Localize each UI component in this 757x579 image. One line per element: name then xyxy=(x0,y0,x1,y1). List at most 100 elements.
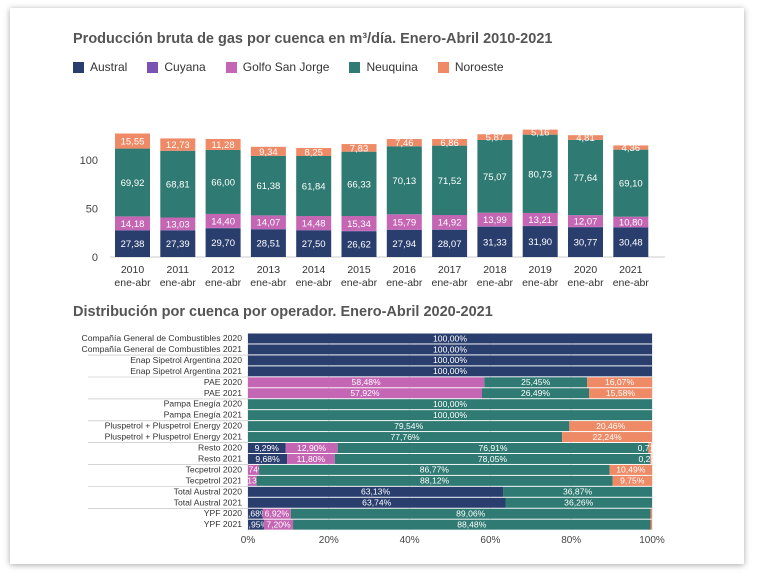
bar-segment-golfo-san-jorge xyxy=(248,475,257,486)
data-label: 2,74% xyxy=(241,465,266,475)
legend: Austral Cuyana Golfo San Jorge Neuquina Noro… xyxy=(73,59,524,75)
row-label: Pampa Enegía 2020 xyxy=(164,399,243,409)
x-tick-label: ene-abr xyxy=(250,277,287,289)
bar-segment-neuquina xyxy=(481,388,590,399)
data-label: 2,13% xyxy=(240,476,265,486)
bar-segment-austral xyxy=(248,508,263,519)
data-label: 6,86 xyxy=(440,138,459,149)
data-label: 71,52 xyxy=(438,176,462,187)
y-tick-label: 50 xyxy=(86,204,98,216)
bar-segment-neuquina xyxy=(296,156,332,216)
data-label: 13,99 xyxy=(483,215,507,226)
bar-segment-golfo-san-jorge xyxy=(115,216,150,231)
data-label: 12,90% xyxy=(297,443,327,453)
x-tick-label: ene-abr xyxy=(341,277,378,289)
bar-segment-noroeste xyxy=(650,508,652,519)
data-label: 0,71% xyxy=(638,443,663,453)
bar-segment-neuquina xyxy=(484,377,588,388)
data-label: 15,58% xyxy=(606,388,636,398)
bar-segment-neuquina xyxy=(250,155,286,216)
bar-segment-neuquina xyxy=(613,149,649,217)
bar-segment-neuquina xyxy=(248,432,563,443)
legend-label: Neuquina xyxy=(366,60,418,74)
bar-segment-austral xyxy=(248,355,652,366)
data-label: 100,00% xyxy=(433,333,467,343)
data-label: 30,77 xyxy=(574,238,598,249)
bar-segment-golfo-san-jorge xyxy=(341,216,377,231)
legend-swatch xyxy=(147,61,159,73)
bar-segment-austral xyxy=(432,229,468,257)
x-tick-label: ene-abr xyxy=(296,277,333,289)
data-label: 31,90 xyxy=(528,237,552,248)
row-label: Tecpetrol 2021 xyxy=(186,475,243,485)
row-label: PAE 2020 xyxy=(204,377,242,387)
data-label: 86,77% xyxy=(420,465,450,475)
bar-segment-austral xyxy=(248,366,652,377)
data-label: 70,13 xyxy=(392,176,416,187)
data-label: 8,25 xyxy=(304,148,323,159)
data-label: 66,33 xyxy=(347,179,371,190)
x-tick-label: 2016 xyxy=(393,264,417,276)
data-label: 25,45% xyxy=(521,377,551,387)
data-label: 61,38 xyxy=(257,181,281,192)
x-tick-label: ene-abr xyxy=(613,277,650,289)
data-label: 63,13% xyxy=(361,487,391,497)
data-label: 88,12% xyxy=(420,476,450,486)
bar-segment-austral xyxy=(115,230,150,257)
data-label: 100,00% xyxy=(433,366,467,376)
data-label: 26,49% xyxy=(521,388,551,398)
bar-segment-noroeste xyxy=(568,135,603,140)
bar-segment-neuquina xyxy=(293,519,651,530)
data-label: 11,80% xyxy=(297,454,326,464)
bar-segment-golfo-san-jorge xyxy=(263,519,294,530)
bar-segment-austral xyxy=(248,344,652,355)
bar-segment-golfo-san-jorge xyxy=(287,453,335,464)
bar-segment-golfo-san-jorge xyxy=(613,216,649,228)
bar-segment-neuquina xyxy=(160,150,196,218)
bar-segment-neuquina xyxy=(522,134,558,213)
data-label: 27,38 xyxy=(121,239,145,250)
bar-segment-noroeste xyxy=(612,475,652,486)
data-label: 61,84 xyxy=(302,181,326,192)
data-label: 11,28 xyxy=(212,140,235,151)
data-label: 14,18 xyxy=(121,219,145,230)
data-label: 27,94 xyxy=(392,239,416,250)
data-label: 9,75% xyxy=(620,476,645,486)
x-tick-label: 100% xyxy=(639,535,665,546)
bar-segment-neuquina xyxy=(568,139,603,216)
legend-swatch xyxy=(437,61,449,73)
data-label: 76,91% xyxy=(478,443,508,453)
data-label: 79,54% xyxy=(394,421,424,431)
data-label: 10,80 xyxy=(619,217,643,228)
row-label: Tecpetrol 2020 xyxy=(186,464,243,474)
bar-segment-neuquina xyxy=(205,149,241,214)
bar-segment-neuquina xyxy=(115,148,150,217)
bar-segment-austral xyxy=(613,227,649,257)
bar-segment-noroeste xyxy=(562,432,652,443)
bar-segment-noroeste xyxy=(296,148,332,157)
data-label: 9,29% xyxy=(255,443,280,453)
bar-segment-austral xyxy=(248,519,264,530)
x-tick-label: ene-abr xyxy=(160,277,197,289)
data-label: 100,00% xyxy=(433,399,467,409)
data-label: 69,92 xyxy=(121,178,145,189)
bar-segment-noroeste xyxy=(160,138,196,151)
data-label: 57,92% xyxy=(350,388,380,398)
bar-segment-golfo-san-jorge xyxy=(568,215,603,227)
bar-segment-neuquina xyxy=(334,453,651,464)
data-label: 5,16 xyxy=(531,128,550,139)
bar-segment-neuquina xyxy=(248,421,570,432)
bar-segment-golfo-san-jorge xyxy=(432,215,468,230)
bar-segment-noroeste xyxy=(205,138,241,150)
bar-segment-neuquina xyxy=(256,475,613,486)
x-tick-label: ene-abr xyxy=(114,277,151,289)
data-label: 77,64 xyxy=(574,173,598,184)
x-tick-label: ene-abr xyxy=(567,277,604,289)
row-label: Resto 2020 xyxy=(198,443,242,453)
x-tick-label: 2015 xyxy=(347,264,371,276)
bar-segment-neuquina xyxy=(337,443,649,453)
bar-segment-neuquina xyxy=(503,486,652,497)
data-label: 66,00 xyxy=(211,177,235,188)
bar-segment-austral xyxy=(522,226,558,257)
